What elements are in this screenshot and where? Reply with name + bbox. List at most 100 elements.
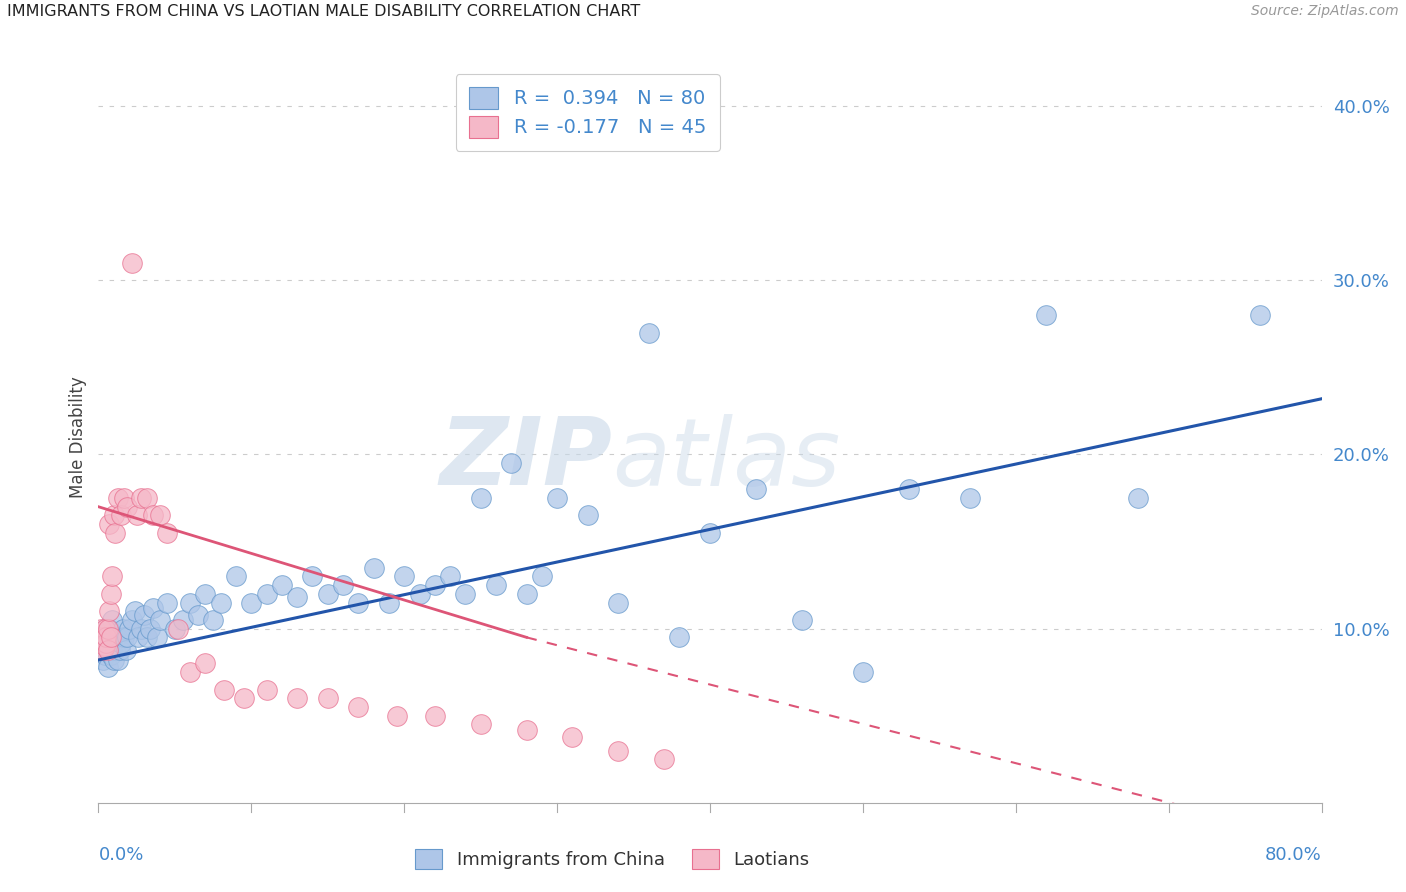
- Point: [187, 607, 209, 622]
- Point: [439, 569, 461, 583]
- Point: [516, 723, 538, 737]
- Point: [100, 648, 122, 662]
- Point: [212, 682, 235, 697]
- Point: [107, 491, 129, 505]
- Point: [516, 587, 538, 601]
- Point: [142, 600, 165, 615]
- Point: [110, 508, 132, 523]
- Point: [332, 578, 354, 592]
- Point: [668, 631, 690, 645]
- Point: [423, 578, 446, 592]
- Point: [209, 595, 232, 609]
- Text: ZIP: ZIP: [439, 413, 612, 505]
- Point: [91, 642, 114, 657]
- Point: [136, 491, 159, 505]
- Point: [103, 653, 125, 667]
- Point: [93, 622, 115, 636]
- Point: [172, 613, 194, 627]
- Point: [127, 631, 149, 645]
- Point: [408, 587, 430, 601]
- Point: [105, 631, 128, 645]
- Point: [89, 631, 111, 645]
- Point: [316, 691, 339, 706]
- Point: [240, 595, 263, 609]
- Point: [316, 587, 339, 601]
- Point: [112, 491, 135, 505]
- Text: atlas: atlas: [612, 414, 841, 505]
- Y-axis label: Male Disability: Male Disability: [69, 376, 87, 498]
- Point: [104, 642, 127, 657]
- Point: [470, 717, 492, 731]
- Point: [232, 691, 254, 706]
- Point: [167, 622, 190, 636]
- Point: [501, 456, 523, 470]
- Point: [156, 525, 179, 540]
- Point: [108, 642, 131, 657]
- Point: [101, 569, 124, 583]
- Point: [852, 665, 875, 680]
- Point: [94, 635, 117, 649]
- Point: [607, 743, 630, 757]
- Point: [363, 560, 385, 574]
- Point: [94, 642, 117, 657]
- Point: [110, 635, 132, 649]
- Point: [121, 256, 143, 270]
- Point: [142, 508, 165, 523]
- Point: [454, 587, 477, 601]
- Point: [129, 491, 152, 505]
- Point: [134, 607, 156, 622]
- Point: [101, 642, 124, 657]
- Point: [225, 569, 247, 583]
- Point: [194, 587, 217, 601]
- Point: [139, 622, 162, 636]
- Point: [392, 569, 416, 583]
- Point: [1249, 308, 1271, 322]
- Point: [103, 508, 125, 523]
- Point: [637, 326, 661, 340]
- Point: [156, 595, 179, 609]
- Point: [530, 569, 553, 583]
- Point: [129, 622, 152, 636]
- Text: 80.0%: 80.0%: [1265, 847, 1322, 864]
- Point: [103, 631, 125, 645]
- Point: [98, 517, 121, 532]
- Point: [897, 483, 920, 497]
- Point: [98, 631, 121, 645]
- Point: [423, 708, 446, 723]
- Point: [1035, 308, 1057, 322]
- Point: [301, 569, 323, 583]
- Point: [179, 665, 201, 680]
- Point: [91, 631, 114, 645]
- Point: [112, 631, 135, 645]
- Point: [93, 648, 115, 662]
- Point: [100, 631, 122, 645]
- Point: [270, 578, 292, 592]
- Text: Source: ZipAtlas.com: Source: ZipAtlas.com: [1251, 4, 1399, 19]
- Point: [136, 631, 159, 645]
- Point: [256, 682, 278, 697]
- Point: [485, 578, 508, 592]
- Legend: Immigrants from China, Laotians: Immigrants from China, Laotians: [406, 840, 818, 878]
- Point: [91, 653, 114, 667]
- Point: [1128, 491, 1150, 505]
- Point: [607, 595, 630, 609]
- Text: 0.0%: 0.0%: [98, 847, 143, 864]
- Point: [385, 708, 408, 723]
- Point: [285, 691, 308, 706]
- Point: [145, 631, 167, 645]
- Point: [285, 591, 308, 605]
- Point: [347, 595, 370, 609]
- Point: [104, 525, 127, 540]
- Point: [97, 635, 120, 649]
- Point: [202, 613, 225, 627]
- Point: [91, 631, 114, 645]
- Point: [101, 613, 124, 627]
- Point: [149, 613, 172, 627]
- Point: [179, 595, 201, 609]
- Point: [97, 660, 120, 674]
- Point: [111, 622, 134, 636]
- Point: [652, 752, 675, 766]
- Point: [90, 639, 112, 653]
- Point: [93, 622, 115, 636]
- Point: [98, 622, 121, 636]
